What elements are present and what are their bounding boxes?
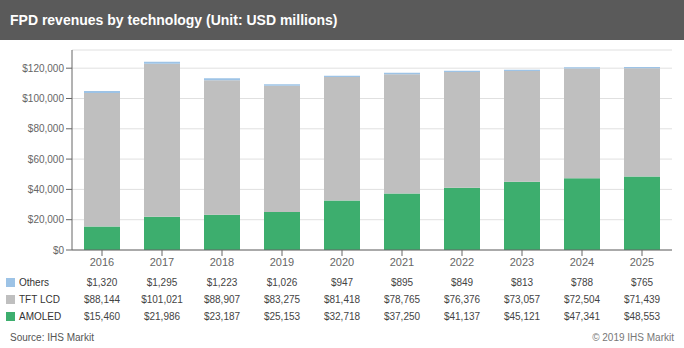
html-text:TFT LCD: TFT LCD: [19, 294, 60, 305]
html-text:$41,137: $41,137: [443, 311, 481, 322]
svg-text:2019: 2019: [270, 256, 294, 268]
html-text:Source: IHS Markit: Source: IHS Markit: [10, 332, 94, 343]
html-text:© 2019 IHS Markit: © 2019 IHS Markit: [592, 332, 674, 343]
html-text:$81,418: $81,418: [323, 294, 361, 305]
html-text:$849: $849: [450, 277, 474, 288]
svg-text:2018: 2018: [210, 256, 234, 268]
html-text:$1,320: $1,320: [86, 277, 118, 288]
svg-text:$60,000: $60,000: [28, 154, 65, 165]
html-text:FPD revenues by technology (Un: FPD revenues by technology (Unit: USD mi…: [10, 12, 338, 28]
html-text:$32,718: $32,718: [323, 311, 361, 322]
html-text:$25,153: $25,153: [263, 311, 301, 322]
svg-text:$40,000: $40,000: [28, 184, 65, 195]
html-text:$37,250: $37,250: [383, 311, 421, 322]
html-text:$88,907: $88,907: [203, 294, 241, 305]
html-text:$76,376: $76,376: [443, 294, 481, 305]
html-text:$1,026: $1,026: [266, 277, 298, 288]
html-text:$72,504: $72,504: [563, 294, 601, 305]
svg-text:2025: 2025: [630, 256, 654, 268]
html-text:$73,057: $73,057: [503, 294, 541, 305]
svg-text:2020: 2020: [330, 256, 354, 268]
html-text:$895: $895: [390, 277, 414, 288]
svg-text:$120,000: $120,000: [22, 63, 64, 74]
svg-text:$100,000: $100,000: [22, 93, 64, 104]
svg-text:2017: 2017: [150, 256, 174, 268]
svg-text:2022: 2022: [450, 256, 474, 268]
svg-text:2016: 2016: [90, 256, 114, 268]
html-text:$765: $765: [630, 277, 654, 288]
html-text:$47,341: $47,341: [563, 311, 601, 322]
html-text:$1,223: $1,223: [206, 277, 238, 288]
html-text:$83,275: $83,275: [263, 294, 301, 305]
html-text:$45,121: $45,121: [503, 311, 541, 322]
svg-text:$20,000: $20,000: [28, 214, 65, 225]
svg-text:2023: 2023: [510, 256, 534, 268]
html-text:$15,460: $15,460: [83, 311, 121, 322]
html-text:$71,439: $71,439: [623, 294, 661, 305]
svg-text:$80,000: $80,000: [28, 123, 65, 134]
svg-text:2021: 2021: [390, 256, 414, 268]
html-text:$78,765: $78,765: [383, 294, 421, 305]
html-text:$1,295: $1,295: [146, 277, 178, 288]
html-text:$88,144: $88,144: [83, 294, 121, 305]
html-text:$101,021: $101,021: [141, 294, 183, 305]
html-text:$947: $947: [330, 277, 354, 288]
html-text:$23,187: $23,187: [203, 311, 241, 322]
html-text:$21,986: $21,986: [143, 311, 181, 322]
html-text:$788: $788: [570, 277, 594, 288]
svg-text:$0: $0: [53, 245, 65, 256]
html-text:AMOLED: AMOLED: [19, 311, 62, 322]
html-text:$48,553: $48,553: [623, 311, 661, 322]
svg-text:2024: 2024: [570, 256, 594, 268]
html-text:$813: $813: [510, 277, 534, 288]
html-text:Others: Others: [19, 277, 49, 288]
